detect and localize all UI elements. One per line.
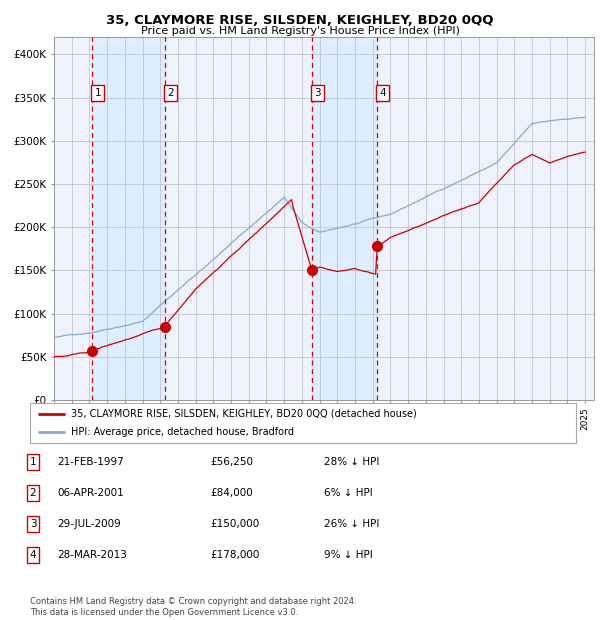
Text: 28-MAR-2013: 28-MAR-2013 [57,550,127,560]
Text: 4: 4 [29,550,37,560]
Text: £56,250: £56,250 [210,457,253,467]
Text: 28% ↓ HPI: 28% ↓ HPI [324,457,379,467]
Text: 29-JUL-2009: 29-JUL-2009 [57,519,121,529]
Text: 1: 1 [29,457,37,467]
Text: 9% ↓ HPI: 9% ↓ HPI [324,550,373,560]
Text: 3: 3 [314,88,321,99]
Bar [92,37,165,400]
Text: 3: 3 [29,519,37,529]
Text: 21-FEB-1997: 21-FEB-1997 [57,457,124,467]
Text: 2: 2 [29,488,37,498]
Text: 26% ↓ HPI: 26% ↓ HPI [324,519,379,529]
Text: 35, CLAYMORE RISE, SILSDEN, KEIGHLEY, BD20 0QQ: 35, CLAYMORE RISE, SILSDEN, KEIGHLEY, BD… [106,14,494,27]
Text: Price paid vs. HM Land Registry's House Price Index (HPI): Price paid vs. HM Land Registry's House … [140,26,460,36]
Text: 4: 4 [380,88,386,99]
Text: 35, CLAYMORE RISE, SILSDEN, KEIGHLEY, BD20 0QQ (detached house): 35, CLAYMORE RISE, SILSDEN, KEIGHLEY, BD… [71,409,416,419]
Text: £150,000: £150,000 [210,519,259,529]
Bar [312,37,377,400]
Text: £84,000: £84,000 [210,488,253,498]
Text: 06-APR-2001: 06-APR-2001 [57,488,124,498]
Text: Contains HM Land Registry data © Crown copyright and database right 2024.
This d: Contains HM Land Registry data © Crown c… [30,598,356,617]
Text: 6% ↓ HPI: 6% ↓ HPI [324,488,373,498]
Text: HPI: Average price, detached house, Bradford: HPI: Average price, detached house, Brad… [71,427,294,438]
Text: 2: 2 [167,88,174,99]
Text: £178,000: £178,000 [210,550,259,560]
Text: 1: 1 [94,88,101,99]
